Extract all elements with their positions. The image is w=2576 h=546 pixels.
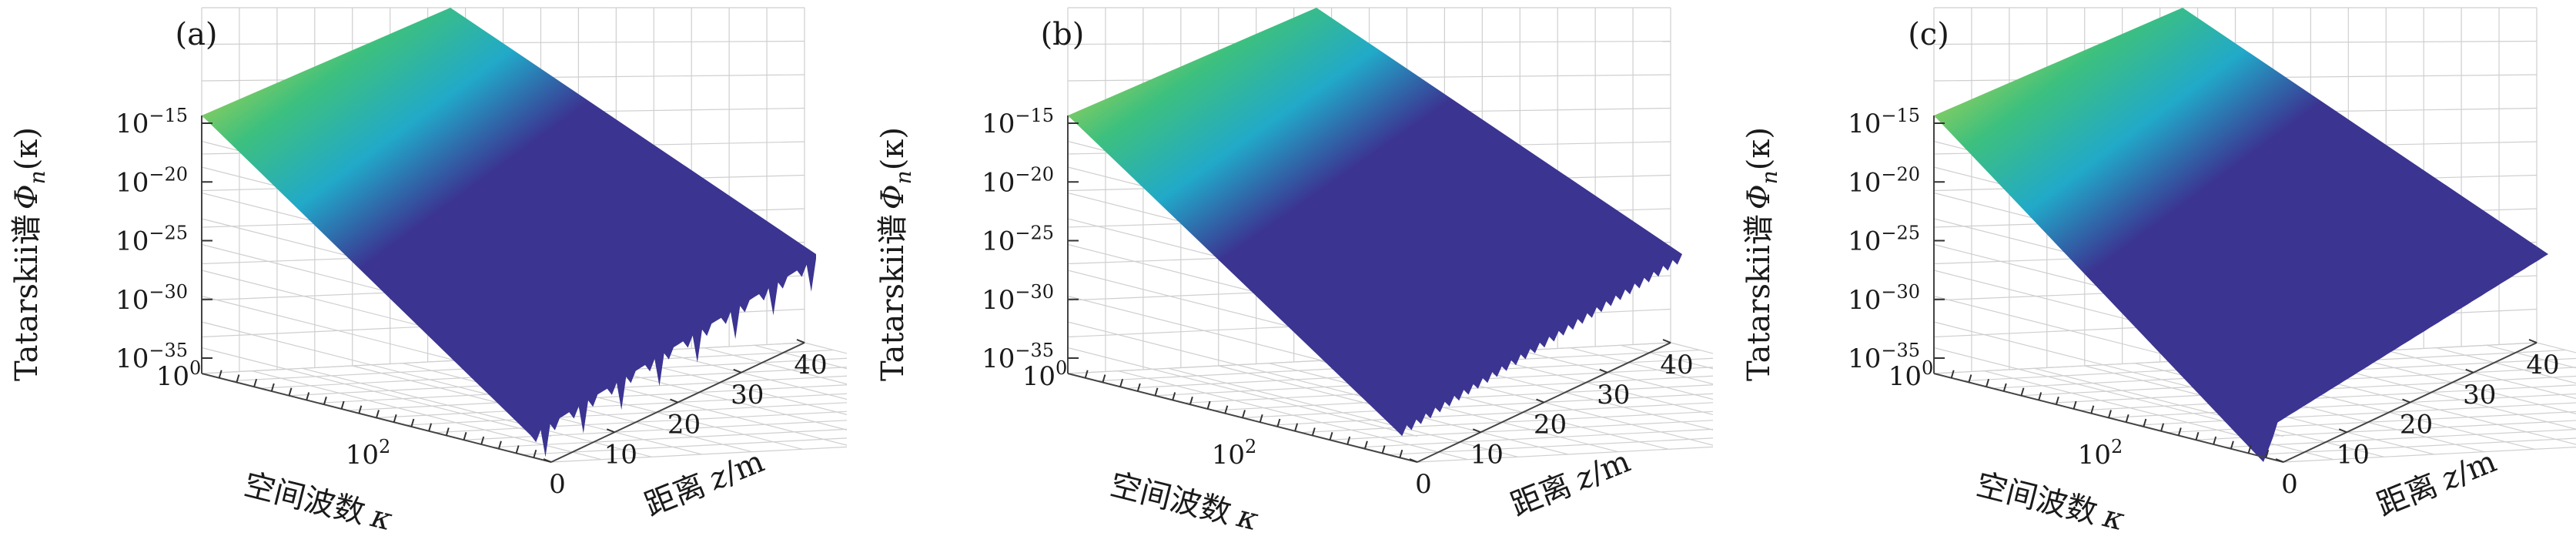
z-tick-label: 10−20 [982, 163, 1054, 198]
panel-label: (c) [1908, 17, 1949, 52]
y-axis-ticks: 0 10 20 30 40 [543, 339, 828, 500]
y-tick-label: 30 [1597, 380, 1630, 410]
z-tick-label: 10−35 [115, 340, 188, 374]
surface-chart-2: 10−1510−2010−2510−3010−35100102010203040… [875, 7, 1713, 538]
z-tick-label: 10−25 [115, 223, 188, 257]
z-axis-label: Tatarskii谱Φn(κ) [9, 127, 50, 381]
panel-label: (b) [1041, 17, 1085, 52]
z-tick-label: 10−30 [982, 281, 1054, 316]
y-tick-label: 30 [731, 380, 764, 410]
spectrum-surface [202, 8, 816, 457]
x-axis-label: 空间波数κ [1106, 467, 1262, 538]
z-tick-label: 10−15 [982, 105, 1054, 139]
y-tick-label: 0 [2281, 469, 2298, 500]
y-axis-label: 距离z/m [2372, 444, 2501, 524]
z-tick-label: 10−30 [1848, 281, 1920, 316]
surface-chart-1: 10−1510−2010−2510−3010−35100102010203040… [9, 7, 847, 538]
y-tick-label: 40 [2526, 350, 2559, 380]
z-tick-label: 10−15 [115, 105, 188, 139]
spectrum-surface [1068, 8, 1682, 437]
y-axis-label: 距离z/m [1506, 444, 1635, 524]
y-tick-label: 0 [549, 469, 566, 500]
z-axis-ticks: 10−15 10−20 10−25 10−30 10−35 [982, 105, 1079, 374]
z-tick-label: 10−30 [115, 281, 188, 316]
x-tick-label: 100 [156, 357, 202, 392]
y-tick-label: 20 [1534, 410, 1567, 440]
z-tick-label: 10−20 [1848, 163, 1920, 198]
x-axis-label: 空间波数κ [240, 467, 396, 538]
y-tick-label: 40 [794, 350, 827, 380]
x-tick-label: 102 [2078, 436, 2123, 471]
surface-chart-3: 10−1510−2010−2510−3010−35100102010203040… [1741, 7, 2576, 538]
y-tick-label: 10 [1470, 439, 1504, 470]
z-tick-label: 10−25 [982, 223, 1054, 257]
spectrum-surface [1934, 8, 2548, 462]
x-axis-ticks: 100 102 [1022, 357, 1403, 471]
z-tick-label: 10−35 [1848, 340, 1920, 374]
z-tick-label: 10−35 [982, 340, 1054, 374]
x-tick-label: 102 [1212, 436, 1257, 471]
x-axis-label: 空间波数κ [1972, 467, 2128, 538]
y-tick-label: 10 [604, 439, 637, 470]
y-tick-label: 40 [1660, 350, 1693, 380]
y-tick-label: 20 [667, 410, 701, 440]
y-tick-label: 30 [2463, 380, 2496, 410]
z-tick-label: 10−20 [115, 163, 188, 198]
z-tick-label: 10−15 [1848, 105, 1920, 139]
y-tick-label: 0 [1415, 469, 1432, 500]
z-axis-ticks: 10−15 10−20 10−25 10−30 10−35 [1848, 105, 1945, 374]
x-axis-ticks: 100 102 [156, 357, 537, 471]
x-tick-label: 100 [1022, 357, 1068, 392]
z-axis-label: Tatarskii谱Φn(κ) [1741, 127, 1782, 381]
y-axis-label: 距离z/m [640, 444, 769, 524]
z-axis-label: Tatarskii谱Φn(κ) [875, 127, 916, 381]
z-tick-label: 10−25 [1848, 223, 1920, 257]
y-axis-ticks: 0 10 20 30 40 [2275, 339, 2560, 500]
y-tick-label: 20 [2400, 410, 2433, 440]
x-tick-label: 100 [1889, 357, 1934, 392]
x-tick-label: 102 [346, 436, 391, 471]
y-tick-label: 10 [2337, 439, 2370, 470]
y-axis-ticks: 0 10 20 30 40 [1409, 339, 1694, 500]
panel-label: (a) [175, 17, 217, 52]
x-axis-ticks: 100 102 [1889, 357, 2270, 471]
z-axis-ticks: 10−15 10−20 10−25 10−30 10−35 [115, 105, 212, 374]
